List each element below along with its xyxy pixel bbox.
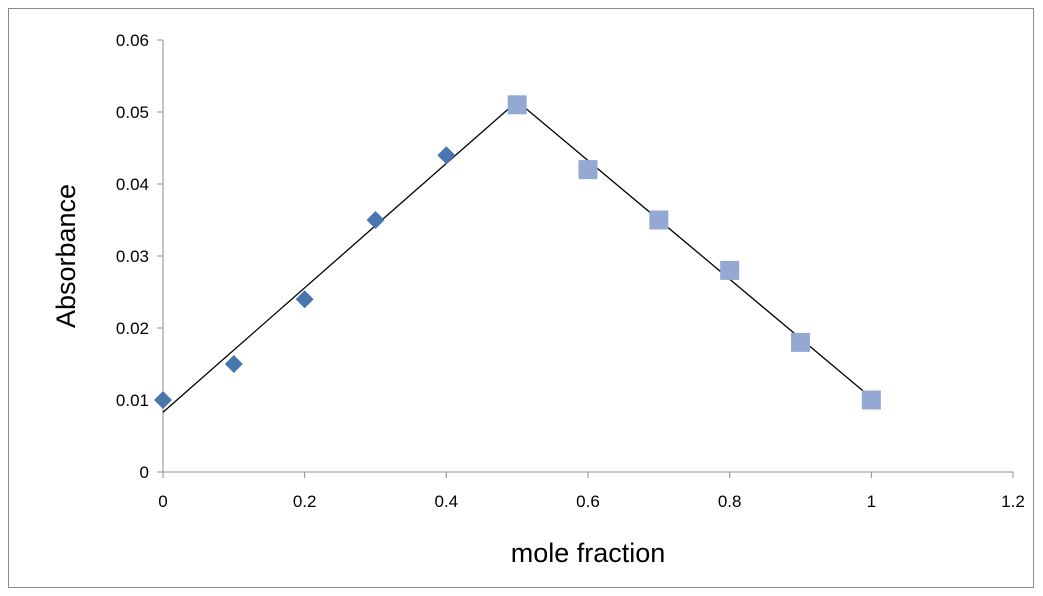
square-point — [720, 260, 740, 280]
diamond-point — [366, 211, 385, 229]
y-tick-label: 0.03 — [116, 247, 149, 266]
x-tick-label: 0.6 — [576, 492, 600, 511]
diamond-point — [437, 146, 456, 165]
trendlines — [162, 100, 872, 413]
x-tick-label: 0.4 — [435, 492, 459, 511]
y-tick-label: 0.06 — [116, 31, 149, 50]
square-point — [578, 160, 598, 180]
square-point — [861, 390, 881, 410]
square-point — [791, 332, 810, 352]
x-axis-title: mole fraction — [511, 538, 666, 568]
trendline — [162, 100, 518, 413]
y-tick-label: 0.04 — [116, 175, 149, 194]
axes — [162, 40, 1013, 473]
x-ticks: 0 0.2 0.4 0.6 0.8 1 1.2 — [158, 472, 1025, 511]
x-tick-label: 0 — [158, 492, 167, 511]
y-axis-title: Absorbance — [51, 184, 81, 328]
trendline — [516, 100, 872, 399]
y-tick-label: 0.05 — [116, 103, 149, 122]
diamond-point — [154, 391, 172, 409]
x-tick-label: 0.8 — [718, 492, 742, 511]
y-tick-label: 0 — [140, 463, 149, 482]
diamond-point — [295, 290, 314, 309]
data-points — [154, 95, 881, 410]
x-tick-label: 1.2 — [1001, 492, 1025, 511]
x-tick-label: 0.2 — [293, 492, 317, 511]
y-tick-label: 0.02 — [116, 319, 149, 338]
square-point — [649, 210, 669, 230]
square-point — [507, 95, 527, 115]
x-tick-label: 1 — [867, 492, 876, 511]
diamond-point — [224, 355, 243, 373]
y-ticks: 0 0.01 0.02 0.03 0.04 0.05 0.06 — [116, 31, 163, 482]
y-tick-label: 0.01 — [116, 391, 149, 410]
